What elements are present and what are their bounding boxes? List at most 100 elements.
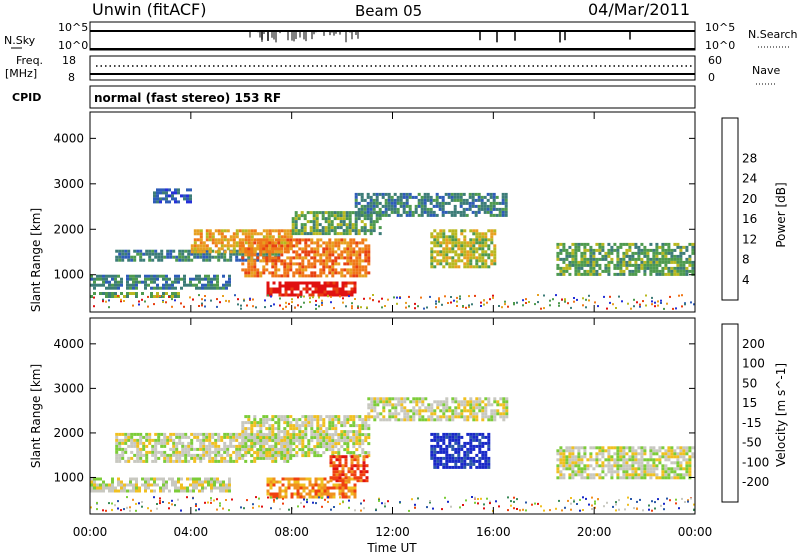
power-echo-cell — [345, 229, 349, 233]
power-echo-cell — [490, 250, 494, 254]
power-echo-cell — [151, 249, 155, 253]
velocity-echo-cell — [277, 433, 281, 437]
velocity-echo-cell — [202, 435, 206, 439]
velocity-echo-cell — [250, 432, 254, 436]
velocity-echo-cell — [598, 449, 602, 453]
power-noise-cell — [300, 295, 302, 298]
power-echo-cell — [235, 232, 239, 236]
velocity-echo-cell — [343, 448, 347, 452]
power-echo-cell — [468, 201, 472, 205]
velocity-echo-cell — [388, 412, 392, 416]
power-echo-cell — [250, 253, 254, 257]
power-echo-cell — [426, 195, 430, 199]
velocity-echo-cell — [307, 451, 311, 455]
power-echo-cell — [442, 247, 446, 251]
power-echo-cell — [343, 256, 347, 260]
velocity-echo-cell — [472, 462, 476, 466]
power-noise-cell — [135, 295, 137, 298]
power-echo-cell — [595, 272, 599, 276]
velocity-echo-cell — [415, 397, 419, 401]
velocity-echo-cell — [649, 464, 653, 468]
power-echo-cell — [664, 272, 668, 276]
velocity-echo-cell — [370, 403, 374, 407]
power-echo-cell — [139, 252, 143, 256]
velocity-echo-cell — [484, 462, 488, 466]
power-echo-cell — [450, 210, 454, 214]
power-echo-cell — [190, 244, 194, 248]
power-echo-cell — [327, 229, 331, 233]
power-noise-cell — [645, 294, 647, 297]
power-echo-cell — [326, 290, 330, 294]
power-echo-cell — [622, 272, 626, 276]
power-noise-cell — [345, 305, 347, 308]
power-echo-cell — [238, 258, 242, 262]
velocity-echo-cell — [244, 445, 248, 449]
velocity-echo-cell — [350, 492, 354, 496]
power-echo-cell — [354, 223, 358, 227]
velocity-echo-cell — [286, 418, 290, 422]
velocity-echo-cell — [139, 435, 143, 439]
velocity-echo-cell — [181, 432, 185, 436]
velocity-echo-cell — [625, 464, 629, 468]
velocity-echo-cell — [144, 486, 147, 490]
power-echo-cell — [196, 229, 200, 233]
power-echo-cell — [676, 260, 680, 264]
power-echo-cell — [336, 217, 340, 221]
velocity-echo-cell — [350, 486, 354, 490]
power-echo-cell — [262, 259, 266, 263]
velocity-echo-cell — [353, 470, 357, 474]
velocity-echo-cell — [604, 464, 608, 468]
velocity-noise-cell — [303, 498, 305, 501]
power-echo-cell — [217, 250, 221, 254]
power-echo-cell — [121, 249, 125, 253]
velocity-echo-cell — [691, 452, 695, 456]
velocity-echo-cell — [322, 445, 326, 449]
power-echo-cell — [332, 287, 336, 291]
velocity-echo-cell — [169, 438, 173, 442]
velocity-echo-cell — [178, 453, 182, 457]
velocity-echo-cell — [275, 480, 279, 484]
power-echo-cell — [331, 253, 335, 257]
power-echo-cell — [393, 198, 397, 202]
power-noise-cell — [429, 295, 431, 298]
power-echo-cell — [495, 213, 499, 217]
power-echo-cell — [216, 277, 219, 281]
power-echo-cell — [290, 284, 294, 288]
velocity-echo-cell — [469, 450, 473, 454]
velocity-echo-cell — [562, 476, 566, 480]
power-echo-cell — [480, 201, 484, 205]
power-echo-cell — [163, 255, 167, 259]
power-echo-cell — [286, 247, 290, 251]
power-echo-cell — [247, 274, 251, 278]
power-echo-cell — [268, 229, 272, 233]
power-echo-cell — [142, 258, 146, 262]
power-echo-cell — [105, 280, 108, 284]
power-echo-cell — [661, 272, 665, 276]
power-echo-cell — [229, 235, 233, 239]
power-echo-cell — [438, 195, 442, 199]
power-echo-cell — [307, 265, 311, 269]
velocity-echo-cell — [316, 445, 320, 449]
power-echo-cell — [457, 247, 461, 251]
power-noise-cell — [675, 307, 677, 310]
power-echo-cell — [229, 255, 233, 259]
power-echo-cell — [343, 274, 347, 278]
power-echo-cell — [357, 213, 361, 217]
velocity-echo-cell — [305, 486, 309, 490]
power-echo-cell — [691, 263, 695, 267]
velocity-echo-cell — [469, 432, 473, 436]
power-echo-cell — [216, 280, 219, 284]
power-noise-cell — [639, 305, 641, 308]
power-noise-cell — [255, 306, 257, 309]
power-echo-cell — [429, 213, 433, 217]
velocity-echo-cell — [93, 480, 96, 484]
power-echo-cell — [241, 247, 245, 251]
power-echo-cell — [320, 284, 324, 288]
power-echo-cell — [457, 238, 461, 242]
power-noise-cell — [447, 302, 449, 304]
velocity-echo-cell — [253, 444, 257, 448]
power-echo-cell — [271, 271, 275, 275]
power-echo-cell — [453, 207, 457, 211]
power-echo-cell — [344, 293, 348, 297]
velocity-echo-cell — [139, 450, 143, 454]
